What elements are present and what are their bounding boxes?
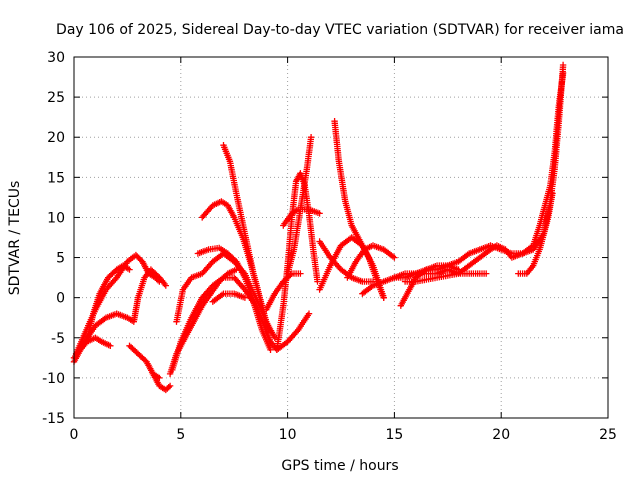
data-point <box>156 278 163 285</box>
x-tick-label: 5 <box>176 427 185 443</box>
x-axis-title: GPS time / hours <box>281 458 398 474</box>
y-tick-label: 20 <box>47 130 65 146</box>
data-point <box>391 254 398 261</box>
y-tick-label: 25 <box>47 90 65 106</box>
data-point <box>314 278 321 285</box>
y-tick-label: -10 <box>42 371 65 387</box>
series-sat-n <box>263 270 304 313</box>
series-sat-d <box>83 262 133 345</box>
y-tick-label: 30 <box>47 50 65 66</box>
x-tick-label: 10 <box>279 427 297 443</box>
series-sat-o <box>273 170 321 353</box>
series-sat-u <box>344 242 398 281</box>
x-tick-labels: 0 5 10 15 20 25 <box>70 427 617 443</box>
axis-ticks <box>73 56 609 419</box>
series-sat-y <box>401 69 567 285</box>
data-point <box>559 69 567 77</box>
series-sat-e <box>126 342 174 394</box>
series-sat-z <box>515 190 556 277</box>
y-tick-label: -5 <box>51 331 65 347</box>
data-point <box>154 277 162 284</box>
y-tick-label: 15 <box>47 170 65 186</box>
series-sat-m <box>209 290 249 305</box>
data-point <box>156 374 163 382</box>
series-sat-w <box>397 262 462 309</box>
y-tick-labels: -15 -10 -5 0 5 10 15 20 25 30 <box>42 50 65 427</box>
data-point <box>241 294 249 301</box>
x-tick-label: 25 <box>599 427 617 443</box>
data-point <box>165 384 172 391</box>
data-point <box>307 134 315 141</box>
series-sat-j <box>194 244 274 353</box>
data-point <box>483 270 490 277</box>
x-tick-label: 15 <box>385 427 403 443</box>
series-sat-f <box>149 370 163 382</box>
y-tick-label: 0 <box>56 291 65 307</box>
data-point <box>297 270 304 277</box>
data-point <box>549 190 556 197</box>
y-tick-label: -15 <box>42 411 65 427</box>
data-point <box>265 326 272 333</box>
x-tick-label: 0 <box>70 427 79 443</box>
plot-border <box>73 56 609 419</box>
data-point <box>559 61 567 69</box>
y-axis-title: SDTVAR / TECUs <box>7 181 23 296</box>
data-point <box>380 294 387 301</box>
data-point <box>316 210 323 217</box>
data-point <box>305 310 313 317</box>
series-sat-h <box>169 274 313 374</box>
data-point <box>166 382 174 390</box>
y-tick-label: 5 <box>56 251 65 267</box>
data-point <box>126 266 133 273</box>
x-tick-label: 20 <box>492 427 510 443</box>
chart-title: Day 106 of 2025, Sidereal Day-to-day VTE… <box>56 22 624 38</box>
data-points <box>70 61 567 394</box>
series-sat-t <box>331 118 387 301</box>
series-sat-p <box>284 134 315 277</box>
series-sat-l <box>220 142 272 333</box>
series-sat-q <box>280 206 323 229</box>
data-point <box>162 282 169 289</box>
data-point <box>107 342 114 349</box>
grid-lines <box>74 57 608 418</box>
data-point <box>267 346 274 353</box>
y-tick-label: 10 <box>47 210 65 226</box>
